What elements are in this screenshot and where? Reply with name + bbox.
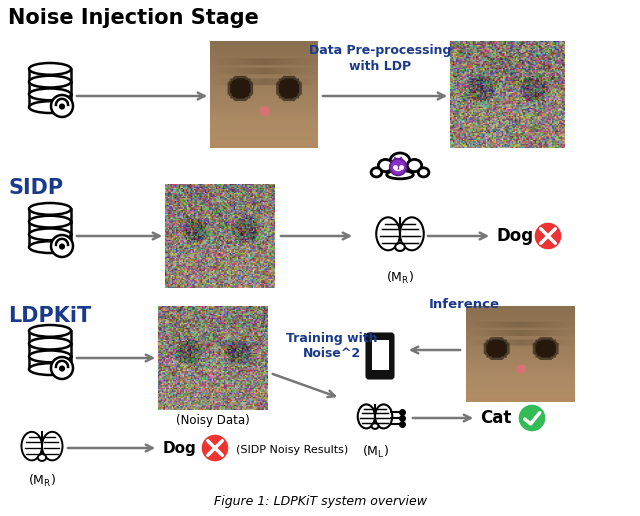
Ellipse shape <box>407 159 422 172</box>
Circle shape <box>534 222 562 250</box>
Text: (M$_\mathsf{L}$): (M$_\mathsf{L}$) <box>362 444 388 460</box>
Ellipse shape <box>29 325 71 337</box>
Ellipse shape <box>390 153 410 169</box>
Ellipse shape <box>387 170 413 179</box>
Ellipse shape <box>29 241 71 253</box>
Circle shape <box>518 404 546 432</box>
Ellipse shape <box>358 405 375 428</box>
Bar <box>29 69 71 82</box>
Text: LDPKiT: LDPKiT <box>8 306 92 326</box>
Ellipse shape <box>29 216 71 228</box>
Text: Data Pre-processing
with LDP: Data Pre-processing with LDP <box>309 44 451 73</box>
Ellipse shape <box>29 338 71 349</box>
Ellipse shape <box>29 229 71 240</box>
Text: (M$_\mathsf{R}$): (M$_\mathsf{R}$) <box>386 270 414 286</box>
Ellipse shape <box>371 168 381 177</box>
Circle shape <box>390 159 406 175</box>
Ellipse shape <box>29 363 71 375</box>
Text: (M$_\mathsf{R}$): (M$_\mathsf{R}$) <box>28 473 56 489</box>
Circle shape <box>59 104 65 109</box>
Circle shape <box>201 434 229 462</box>
Circle shape <box>51 357 73 379</box>
Bar <box>29 344 71 357</box>
FancyBboxPatch shape <box>367 333 394 379</box>
Circle shape <box>59 365 65 372</box>
Bar <box>29 234 71 247</box>
Ellipse shape <box>29 101 71 113</box>
Polygon shape <box>399 157 403 161</box>
Bar <box>29 357 71 369</box>
Ellipse shape <box>29 76 71 88</box>
Ellipse shape <box>371 423 378 429</box>
Text: (SIDP Noisy Results): (SIDP Noisy Results) <box>236 445 348 455</box>
Circle shape <box>51 235 73 257</box>
Ellipse shape <box>29 88 71 100</box>
Bar <box>29 222 71 234</box>
Text: (Noisy Data): (Noisy Data) <box>176 414 250 427</box>
Text: Dog: Dog <box>163 441 196 456</box>
Ellipse shape <box>38 454 46 461</box>
Ellipse shape <box>29 203 71 215</box>
Bar <box>29 331 71 344</box>
Ellipse shape <box>419 168 429 177</box>
Ellipse shape <box>29 350 71 362</box>
Ellipse shape <box>22 432 42 460</box>
Ellipse shape <box>29 63 71 75</box>
Ellipse shape <box>378 159 393 172</box>
Text: Figure 1: LDPKiT system overview: Figure 1: LDPKiT system overview <box>214 495 426 508</box>
Ellipse shape <box>375 405 392 428</box>
Bar <box>29 209 71 222</box>
Circle shape <box>59 244 65 250</box>
Circle shape <box>51 95 73 117</box>
Text: Dog: Dog <box>496 227 533 245</box>
Ellipse shape <box>376 217 400 250</box>
Text: Training with
Noise^2: Training with Noise^2 <box>286 332 378 360</box>
Text: Noise Injection Stage: Noise Injection Stage <box>8 8 259 28</box>
Ellipse shape <box>42 432 63 460</box>
Text: Inference: Inference <box>429 298 499 311</box>
Polygon shape <box>393 157 397 161</box>
Ellipse shape <box>395 243 405 251</box>
Bar <box>371 340 388 370</box>
Ellipse shape <box>400 217 424 250</box>
Text: SIDP: SIDP <box>8 178 63 198</box>
Bar <box>29 94 71 107</box>
Bar <box>29 82 71 94</box>
Text: Cat: Cat <box>480 409 511 427</box>
